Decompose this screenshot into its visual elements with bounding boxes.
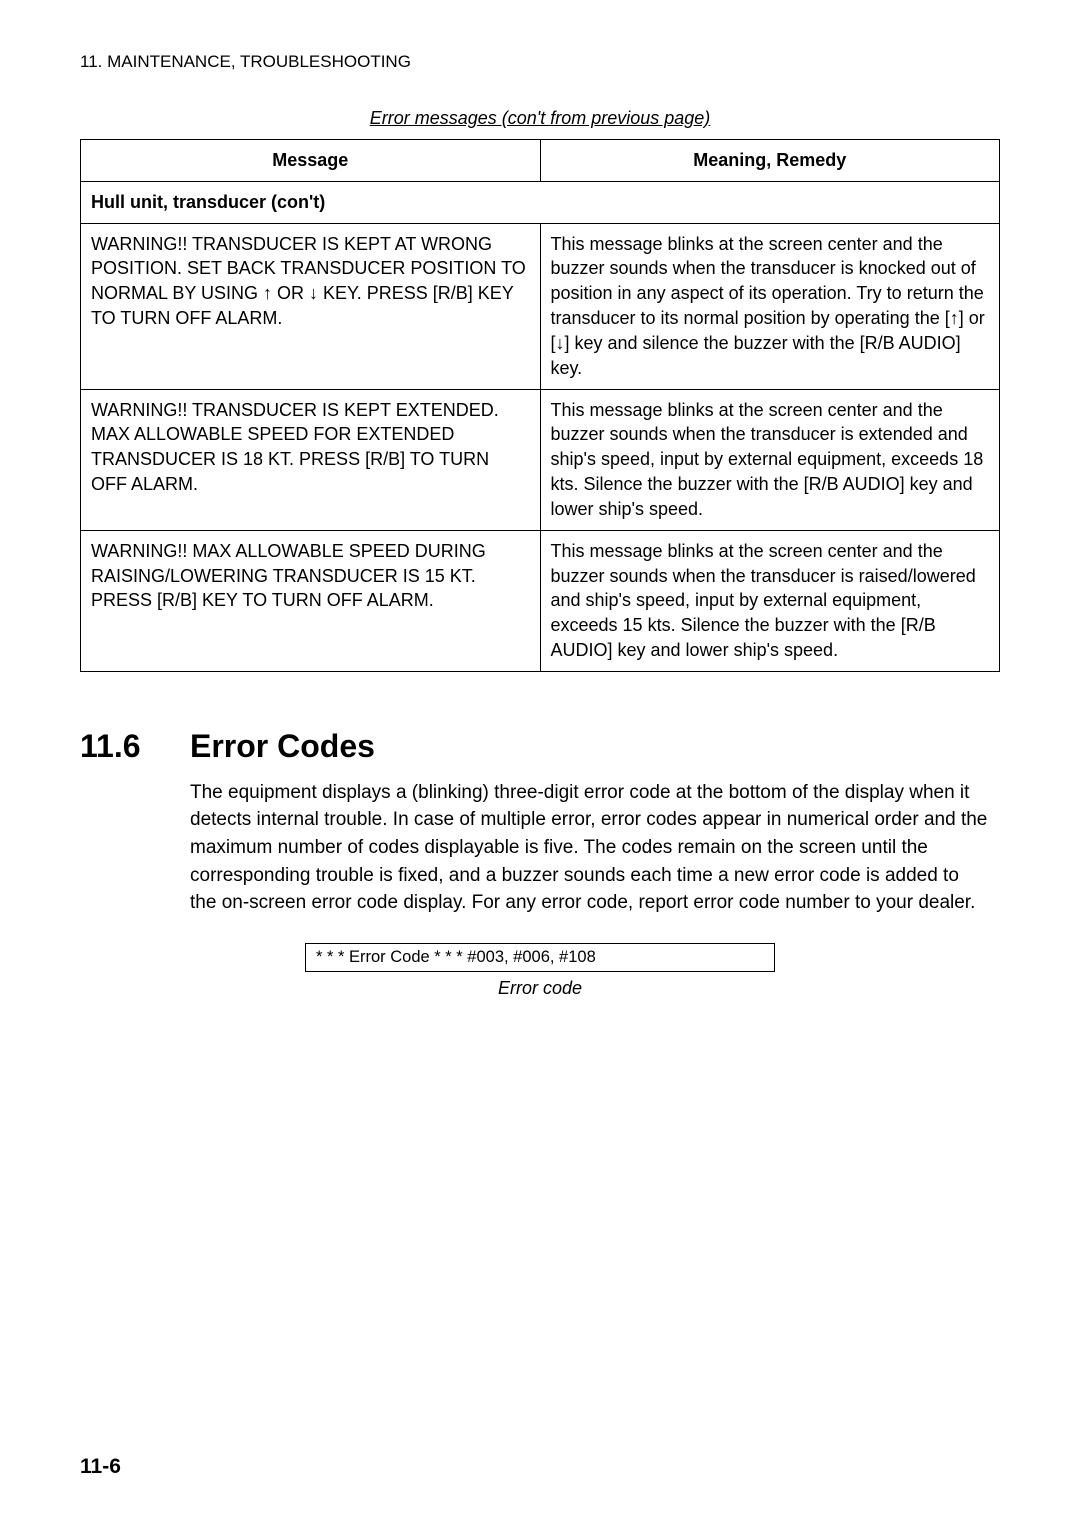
header-remedy: Meaning, Remedy: [540, 140, 1000, 182]
section-heading: 11.6 Error Codes: [80, 728, 1000, 765]
cell-message: WARNING!! TRANSDUCER IS KEPT AT WRONG PO…: [81, 223, 541, 389]
error-code-caption: Error code: [80, 978, 1000, 999]
section-title: Error Codes: [190, 728, 375, 765]
cell-remedy: This message blinks at the screen center…: [540, 389, 1000, 530]
chapter-label: 11. MAINTENANCE, TROUBLESHOOTING: [80, 52, 1000, 72]
error-messages-table: Message Meaning, Remedy Hull unit, trans…: [80, 139, 1000, 672]
table-row: WARNING!! TRANSDUCER IS KEPT AT WRONG PO…: [81, 223, 1000, 389]
section-body: The equipment displays a (blinking) thre…: [190, 779, 990, 917]
error-code-box: * * * Error Code * * * #003, #006, #108: [305, 943, 775, 972]
header-message: Message: [81, 140, 541, 182]
table-section-row: Hull unit, transducer (con't): [81, 181, 1000, 223]
page-number: 11-6: [80, 1455, 121, 1479]
table-header-row: Message Meaning, Remedy: [81, 140, 1000, 182]
cell-message: WARNING!! TRANSDUCER IS KEPT EXTENDED. M…: [81, 389, 541, 530]
cell-remedy: This message blinks at the screen center…: [540, 223, 1000, 389]
section-number: 11.6: [80, 728, 190, 765]
cell-remedy: This message blinks at the screen center…: [540, 530, 1000, 671]
table-caption: Error messages (con't from previous page…: [80, 108, 1000, 129]
cell-message: WARNING!! MAX ALLOWABLE SPEED DURING RAI…: [81, 530, 541, 671]
table-row: WARNING!! TRANSDUCER IS KEPT EXTENDED. M…: [81, 389, 1000, 530]
table-section-label: Hull unit, transducer (con't): [81, 181, 1000, 223]
table-row: WARNING!! MAX ALLOWABLE SPEED DURING RAI…: [81, 530, 1000, 671]
